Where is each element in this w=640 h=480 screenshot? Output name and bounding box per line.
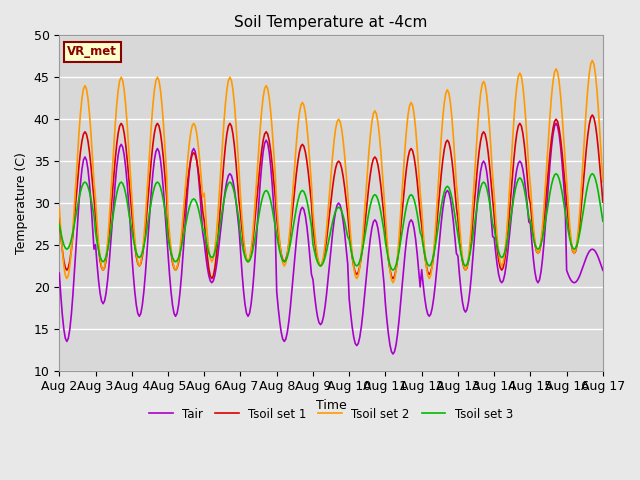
Tsoil set 3 xyxy=(383,248,391,254)
Tair xyxy=(157,157,164,163)
Tsoil set 1 xyxy=(208,276,216,281)
Tair xyxy=(365,248,372,254)
Tsoil set 1 xyxy=(70,216,78,222)
Tsoil set 2 xyxy=(588,58,596,63)
Tsoil set 1 xyxy=(534,251,542,256)
Tsoil set 3 xyxy=(534,246,542,252)
Tsoil set 2 xyxy=(383,235,391,240)
Tsoil set 3 xyxy=(56,221,63,227)
Tsoil set 1 xyxy=(385,257,392,263)
Tsoil set 1 xyxy=(367,171,374,177)
Tair xyxy=(389,351,397,357)
Tsoil set 2 xyxy=(56,204,63,210)
Y-axis label: Temperature (C): Temperature (C) xyxy=(15,152,28,254)
Tsoil set 2 xyxy=(534,251,542,256)
Tsoil set 1 xyxy=(599,199,607,205)
Tsoil set 2 xyxy=(397,213,404,219)
Tsoil set 2 xyxy=(599,179,607,185)
Tsoil set 2 xyxy=(157,87,164,93)
Tsoil set 3 xyxy=(157,184,164,190)
Title: Soil Temperature at -4cm: Soil Temperature at -4cm xyxy=(234,15,428,30)
Tair xyxy=(397,301,404,307)
Tsoil set 3 xyxy=(397,240,404,245)
Tsoil set 1 xyxy=(157,130,164,136)
Tair xyxy=(599,267,607,273)
Line: Tsoil set 1: Tsoil set 1 xyxy=(60,115,603,278)
Text: VR_met: VR_met xyxy=(67,46,117,59)
Tsoil set 2 xyxy=(70,204,78,210)
Tair xyxy=(552,120,560,126)
Line: Tsoil set 3: Tsoil set 3 xyxy=(60,174,603,270)
Tair xyxy=(56,270,63,276)
Tair xyxy=(534,280,542,286)
Tsoil set 3 xyxy=(365,210,372,216)
Line: Tsoil set 2: Tsoil set 2 xyxy=(60,60,603,283)
Tsoil set 1 xyxy=(588,112,596,118)
Tsoil set 1 xyxy=(397,228,404,233)
Tsoil set 3 xyxy=(599,218,607,224)
Tsoil set 3 xyxy=(70,221,78,227)
Tsoil set 1 xyxy=(56,216,63,222)
Tsoil set 3 xyxy=(552,171,560,177)
Legend: Tair, Tsoil set 1, Tsoil set 2, Tsoil set 3: Tair, Tsoil set 1, Tsoil set 2, Tsoil se… xyxy=(145,403,518,425)
Tair xyxy=(70,270,78,276)
Tsoil set 2 xyxy=(389,280,397,286)
Tsoil set 3 xyxy=(389,267,397,273)
Line: Tair: Tair xyxy=(60,123,603,354)
Tair xyxy=(383,318,391,324)
X-axis label: Time: Time xyxy=(316,399,346,412)
Tsoil set 2 xyxy=(365,150,372,156)
